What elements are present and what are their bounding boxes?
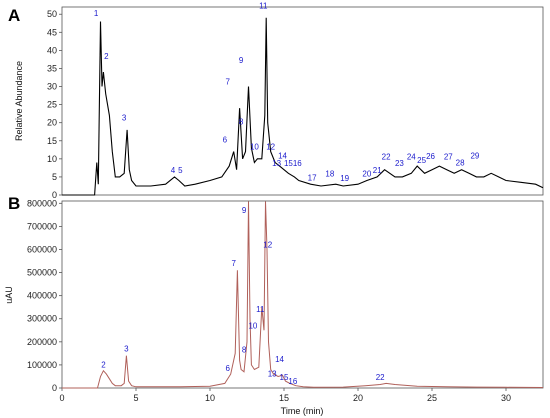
panel-b-y-tick-label: 100000	[27, 360, 57, 370]
panel-a-peak-label-2: 2	[104, 52, 109, 61]
panel-a-peak-label-25: 25	[417, 156, 426, 165]
panel-b-y-tick-label: 0	[52, 383, 57, 393]
panel-a-peak-label-22: 22	[382, 153, 391, 162]
panel-a-peak-label-3: 3	[122, 114, 127, 123]
panel-a-y-axis: 0 5 10 15 20 25 30 35 40 45 50	[47, 9, 62, 200]
panel-b-peak-label-13: 13	[268, 369, 277, 378]
panel-b-peak-label-16: 16	[288, 377, 297, 386]
panel-b-plot-frame	[61, 200, 544, 389]
panel-a-peak-label-4: 4	[171, 166, 176, 175]
panel-b-peak-label-6: 6	[226, 364, 231, 373]
panel-a-peak-label-18: 18	[325, 170, 334, 179]
panel-a-y-tick-label: 10	[47, 154, 57, 164]
panel-b-y-axis: 0 100000 200000 300000 400000 500000 600000 700…	[27, 198, 62, 393]
panel-a-peak-label-6: 6	[223, 135, 228, 144]
panel-b-y-tick-label: 500000	[27, 268, 57, 278]
panel-a-peak-label-26: 26	[426, 152, 435, 161]
panel-a-y-tick-label: 40	[47, 45, 57, 55]
panel-b-peak-label-7: 7	[231, 259, 236, 268]
panel-b-peak-label-3: 3	[124, 344, 129, 353]
panel-a-peak-label-12: 12	[266, 143, 275, 152]
panel-b-x-axis: 0 5 10 15 20 25 30	[59, 388, 511, 403]
panel-b-x-tick-label: 5	[133, 393, 138, 403]
panel-b-x-axis-label: Time (min)	[281, 406, 324, 416]
panel-a-peak-label-27: 27	[444, 153, 453, 162]
panel-b-y-tick-label: 200000	[27, 337, 57, 347]
panel-b-y-axis-label: uAU	[4, 286, 14, 304]
panel-a-peak-label-29: 29	[470, 151, 479, 160]
panel-a-y-tick-label: 20	[47, 118, 57, 128]
panel-b-peak-label-10: 10	[248, 321, 257, 330]
panel-b-x-tick-label: 15	[279, 393, 289, 403]
panel-a-peak-label-1: 1	[94, 9, 99, 18]
panel-a-peak-label-5: 5	[178, 166, 183, 175]
panel-b-x-tick-label: 20	[353, 393, 363, 403]
panel-b-peak-label-11: 11	[256, 305, 265, 314]
panel-a-peak-label-24: 24	[407, 153, 416, 162]
panel-b-peak-labels: 2 3 6 7 8 9 10 11 12 13 14 15 16 22	[101, 206, 385, 386]
panel-a-peak-label-13: 13	[272, 159, 281, 168]
panel-b-x-tick-label: 10	[205, 393, 215, 403]
panel-b-peak-label-12: 12	[263, 240, 272, 249]
panel-b-y-tick-label: 700000	[27, 221, 57, 231]
panel-b-peak-label-22: 22	[376, 373, 385, 382]
panel-b-x-tick-label: 25	[427, 393, 437, 403]
panel-b-peak-label-2: 2	[101, 361, 106, 370]
panel-a-y-tick-label: 45	[47, 27, 57, 37]
panel-a-peak-label-7: 7	[226, 78, 231, 87]
panel-a-peak-label-9: 9	[239, 56, 244, 65]
panel-b-chromatogram: 0100000200000300000400000500000600000700…	[4, 198, 544, 416]
panel-b-y-tick-label: 300000	[27, 314, 57, 324]
panel-a-y-tick-label: 25	[47, 100, 57, 110]
panel-a-trace-line	[62, 17, 544, 196]
panel-a-peak-label-20: 20	[362, 169, 371, 178]
panel-a-peak-label-23: 23	[395, 159, 404, 168]
panel-a-peak-label-17: 17	[308, 173, 317, 182]
panel-a-y-tick-label: 15	[47, 136, 57, 146]
panel-a-y-tick-label: 50	[47, 9, 57, 19]
panel-a-y-tick-label: 5	[52, 172, 57, 182]
panel-b-peak-label-15: 15	[280, 373, 289, 382]
panel-a-y-axis-label: Relative Abundance	[14, 61, 24, 141]
panel-a-plot-frame	[61, 6, 544, 196]
panel-b-peak-label-8: 8	[242, 346, 247, 355]
panel-a-peak-label-15: 15	[284, 159, 293, 168]
panel-a-peak-label-19: 19	[340, 174, 349, 183]
panel-a-peak-label-10: 10	[250, 143, 259, 152]
panel-b-y-tick-label: 600000	[27, 244, 57, 254]
panel-b-trace-line	[62, 201, 544, 389]
panel-a-peak-label-14: 14	[278, 152, 287, 161]
panel-a-y-tick-label: 0	[52, 190, 57, 200]
panel-a-y-tick-label: 30	[47, 82, 57, 92]
panel-a-peak-label-28: 28	[456, 159, 465, 168]
panel-a-y-tick-label: 35	[47, 63, 57, 73]
panel-a-peak-label-8: 8	[239, 117, 244, 126]
panel-b-peak-label-9: 9	[242, 206, 247, 215]
panel-a-peak-label-16: 16	[293, 159, 302, 168]
panel-b-peak-label-14: 14	[275, 355, 284, 364]
panel-label-b: B	[8, 194, 20, 213]
panel-b-x-tick-label: 0	[59, 393, 64, 403]
panel-b-y-tick-label: 800000	[27, 198, 57, 208]
panel-label-a: A	[8, 6, 20, 25]
panel-a-peak-label-21: 21	[373, 166, 382, 175]
panel-b-y-tick-label: 400000	[27, 291, 57, 301]
panel-a-peak-label-11: 11	[259, 2, 268, 11]
panel-b-x-tick-label: 30	[501, 393, 511, 403]
